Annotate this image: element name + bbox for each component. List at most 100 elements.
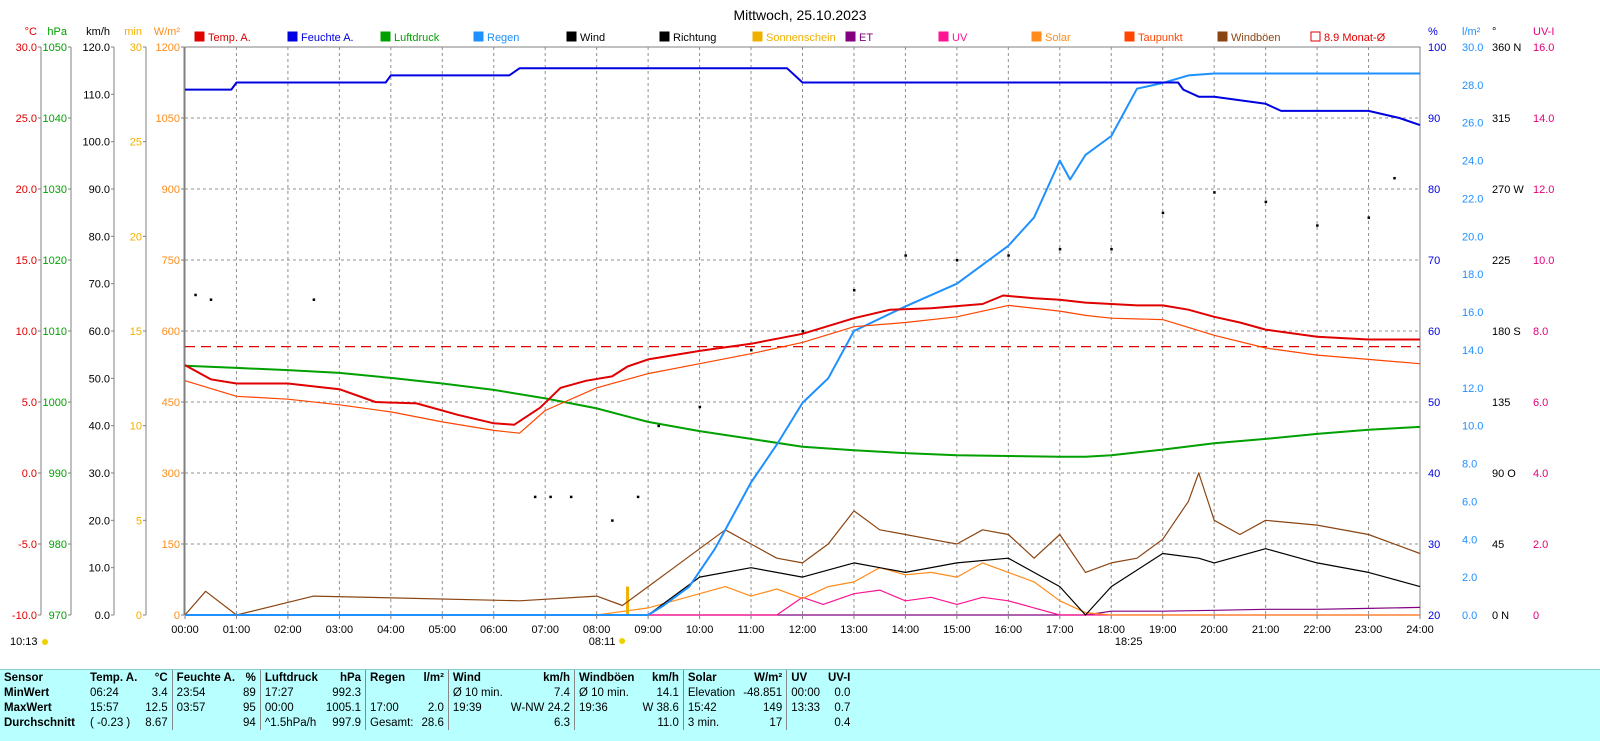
sunset-label: 18:25 [1115,636,1143,648]
right-axis-label: 50 [1428,397,1440,409]
right-axis-label: 6.0 [1462,496,1477,508]
right-axis-label: 10.0 [1533,255,1554,267]
left-axis-label: 60.0 [89,326,110,338]
x-axis-label: 00:00 [171,624,199,636]
right-axis-label: 90 [1428,113,1440,125]
legend-label: Windböen [1231,32,1281,44]
left-axis-label: -10.0 [12,610,37,622]
right-axis-label: 2.0 [1462,572,1477,584]
right-axis-label: 40 [1428,468,1440,480]
right-axis-label: 4.0 [1462,534,1477,546]
legend-label: Temp. A. [208,32,251,44]
left-axis-label: 20.0 [16,184,37,196]
legend-label: Solar [1045,32,1071,44]
left-axis-label: 1000 [43,397,67,409]
left-axis-label: 1010 [43,326,67,338]
stats-cell: 23:54 [171,685,240,700]
x-axis-label: 22:00 [1303,624,1331,636]
right-axis-label: 12.0 [1462,383,1483,395]
x-axis-label: 21:00 [1252,624,1280,636]
left-axis-label: 10.0 [89,563,110,575]
stats-cell [365,685,418,700]
right-axis-label: 18.0 [1462,269,1483,281]
stats-header-solar-unit: W/m² [754,671,783,684]
chart-title: Mittwoch, 25.10.2023 [733,7,866,23]
legend-label: 8.9 Monat-Ø [1324,32,1386,44]
right-axis-label: 22.0 [1462,193,1483,205]
left-axis-label: 25 [130,137,142,149]
left-axis-label: -5.0 [18,539,37,551]
series-uv-line [185,589,1420,616]
stats-cell: 149 [763,701,783,714]
x-axis-label: 13:00 [840,624,868,636]
legend-swatch [1217,31,1228,42]
x-axis-label: 05:00 [429,624,457,636]
x-axis-label: 02:00 [274,624,302,636]
stats-cell: ( -0.23 ) [90,716,131,729]
wind-direction-point [852,288,856,292]
left-axis-label: 0 [174,610,180,622]
legend-label: Feuchte A. [301,32,354,44]
right-axis-label: 26.0 [1462,118,1483,130]
stats-header-gust-unit: km/h [652,671,679,684]
left-axis-label: 120.0 [82,42,110,54]
statistics-panel: Sensor Temp. A. °C Feuchte A. % Luftdruc… [0,669,1600,741]
left-axis-label: 90.0 [89,184,110,196]
stats-cell: 8.67 [145,716,168,729]
stats-header-wind: Wind [447,670,507,685]
right-axis-label: 30.0 [1462,42,1483,54]
legend-swatch [566,31,577,42]
right-axis-label: 6.0 [1533,397,1548,409]
legend-label: ET [859,32,873,44]
legend-label: Wind [580,32,605,44]
stats-header-row: Sensor Temp. A. °C Feuchte A. % Luftdruc… [0,670,854,685]
stats-cell: 2.0 [427,701,444,714]
stats-header-sensor: Sensor [4,671,43,684]
wind-direction-point [698,405,702,409]
x-axis-label: 18:00 [1097,624,1125,636]
x-axis-label: 19:00 [1149,624,1177,636]
right-axis-label: 16.0 [1533,42,1554,54]
left-axis-label: 20.0 [89,515,110,527]
wind-direction-point [549,495,552,499]
stats-header-uv-unit: UV-I [828,671,851,684]
left-axis-label: 0.0 [22,468,37,480]
wind-direction-point [1264,200,1268,204]
right-axis-label: 360 N [1492,42,1521,54]
x-axis-label: 08:00 [583,624,611,636]
right-axis-label: 8.0 [1533,326,1548,338]
x-axis-label: 20:00 [1200,624,1228,636]
weather-chart: Mittwoch, 25.10.2023 Temp. A. Feuchte A. L… [10,7,1554,648]
right-axis-label: 90 O [1492,468,1516,480]
left-axis-label: 50.0 [89,373,110,385]
left-axis-label: 990 [49,468,67,480]
stats-cell: 7.4 [553,686,570,699]
right-axis-label: 80 [1428,184,1440,196]
stats-cell: 94 [243,716,256,729]
stats-cell: 6.3 [553,716,570,729]
wind-direction-point [955,259,959,262]
stats-cell: 15:42 [682,700,740,715]
x-axis-label: 15:00 [943,624,971,636]
x-axis-label: 23:00 [1355,624,1383,636]
left-axis-unit: min [124,26,142,38]
wind-direction-point [801,330,804,333]
right-axis-unit: l/m² [1462,26,1481,38]
series-windb-en-line [184,472,1421,616]
x-axis-label: 04:00 [377,624,405,636]
wind-direction-point [1110,247,1113,251]
stats-header-temp: Temp. A. [90,671,138,684]
stats-cell: Gesamt: [365,715,418,730]
stats-cell: 03:57 [171,700,240,715]
stats-cell: 15:57 [90,701,119,714]
left-axis-label: 5 [136,515,142,527]
legend-swatch [194,31,205,42]
stats-header-hum-unit: % [245,671,256,684]
left-axis-label: 970 [49,610,67,622]
x-axis-label: 07:00 [531,624,559,636]
legend-label: UV [952,32,968,44]
right-axis-label: 20 [1428,610,1440,622]
stats-row-max: MaxWert 15:57 12.5 03:57 95 00:00 1005.1… [0,700,854,715]
stats-header-gust: Windböen [573,670,639,685]
series-taupunkt-line [184,304,1421,434]
